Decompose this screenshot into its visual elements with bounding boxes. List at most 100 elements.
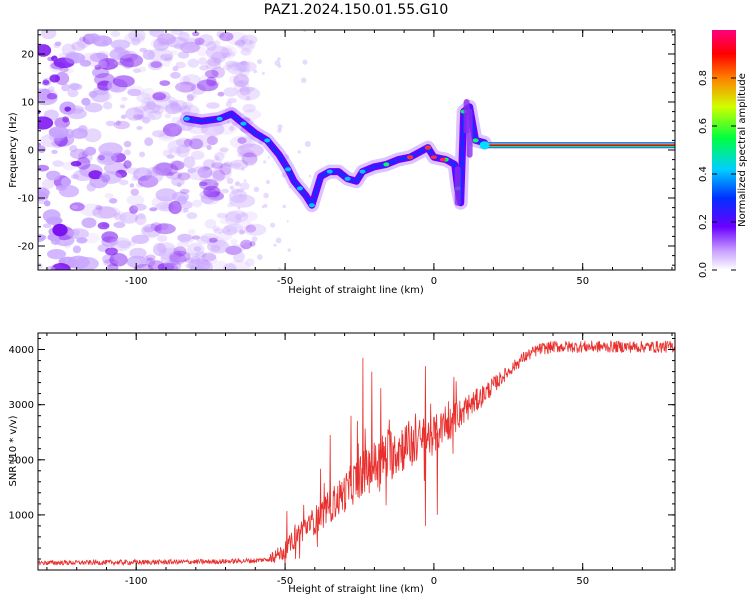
noise-dot — [273, 243, 277, 247]
noise-blob — [124, 32, 145, 45]
ridge-hotspot — [424, 145, 431, 150]
noise-blob — [125, 107, 144, 121]
noise-blob — [52, 223, 68, 237]
noise-blob — [241, 152, 258, 164]
noise-blob — [222, 52, 231, 58]
noise-dot — [226, 228, 231, 233]
noise-blob — [151, 91, 171, 102]
noise-dot — [245, 80, 249, 83]
noise-dot — [261, 71, 265, 75]
noise-dot — [275, 237, 282, 244]
noise-blob — [119, 53, 143, 68]
noise-dot — [242, 61, 249, 68]
y-tick-label: 4000 — [9, 345, 34, 356]
noise-blob — [109, 237, 132, 252]
noise-blob — [179, 75, 191, 86]
noise-dot — [225, 101, 232, 108]
noise-blob — [126, 255, 148, 269]
noise-blob — [183, 156, 196, 169]
spectrogram-x-tick-labels: -100 -50 0 50 — [125, 276, 589, 287]
noise-blob — [199, 190, 217, 200]
noise-blob — [225, 60, 239, 68]
noise-blob — [196, 79, 218, 92]
noise-blob — [119, 211, 139, 224]
noise-blob — [42, 179, 55, 189]
noise-blob — [152, 92, 167, 101]
noise-blob — [149, 30, 165, 38]
noise-blob — [175, 81, 196, 93]
noise-blob — [109, 253, 128, 267]
noise-blob — [136, 182, 144, 188]
noise-blob — [110, 39, 131, 50]
noise-blob — [128, 30, 146, 42]
noise-blob — [163, 260, 182, 270]
noise-blob — [186, 166, 212, 181]
noise-blob — [193, 246, 202, 252]
noise-blob — [168, 200, 182, 215]
noise-blob — [219, 147, 229, 153]
noise-blob — [143, 226, 155, 233]
noise-blob — [176, 195, 188, 205]
noise-blob — [214, 152, 225, 161]
noise-dot — [281, 172, 287, 178]
noise-blob — [43, 200, 51, 207]
noise-dot — [241, 167, 245, 171]
noise-blob — [173, 246, 187, 257]
noise-blob — [223, 263, 237, 270]
noise-blob — [123, 160, 132, 169]
noise-blob — [219, 218, 229, 225]
ridge-peak — [285, 167, 291, 172]
noise-blob — [206, 76, 217, 87]
noise-blob — [199, 179, 219, 191]
ridge-peak — [216, 116, 223, 121]
noise-blob — [54, 234, 75, 247]
noise-dot — [287, 248, 291, 252]
snr-y-tick-labels: 1000 2000 3000 4000 — [9, 345, 34, 521]
noise-blob — [213, 163, 225, 170]
noise-blob — [61, 43, 76, 56]
ridge-peak — [296, 186, 303, 191]
noise-blob — [169, 102, 181, 113]
ridge-hotspot — [439, 157, 446, 162]
x-tick-label: -100 — [125, 576, 148, 587]
noise-blob — [236, 188, 244, 193]
noise-blob — [101, 39, 108, 46]
noise-blob — [190, 150, 205, 160]
noise-blob — [189, 138, 204, 150]
noise-blob — [195, 260, 214, 270]
noise-blob — [46, 216, 63, 225]
noise-blob — [162, 123, 183, 137]
noise-blob — [113, 221, 126, 229]
noise-blob — [108, 198, 118, 204]
noise-blob — [206, 188, 217, 198]
noise-blob — [59, 67, 69, 73]
y-tick-label: -20 — [18, 242, 34, 253]
noise-blob — [192, 199, 203, 208]
noise-blob — [38, 145, 46, 153]
noise-blob — [131, 234, 150, 244]
noise-blob — [186, 36, 201, 48]
noise-blob — [71, 205, 79, 210]
spectrogram-axis-ticks — [38, 30, 675, 270]
noise-blob — [62, 116, 70, 123]
noise-blob — [120, 114, 127, 120]
noise-blob — [189, 134, 215, 148]
noise-blob — [245, 224, 257, 233]
spectrogram-y-tick-labels: -20 -10 0 10 20 — [18, 50, 34, 253]
noise-blob — [232, 251, 245, 263]
colorbar-tick-label: 0.8 — [698, 70, 709, 86]
noise-blob — [145, 254, 156, 261]
noise-blob — [231, 162, 242, 168]
noise-blob — [81, 97, 91, 106]
noise-dot — [303, 30, 307, 33]
x-tick-label: -50 — [277, 576, 293, 587]
noise-blob — [243, 223, 267, 236]
noise-blob — [151, 196, 173, 210]
noise-blob — [150, 61, 162, 68]
noise-dot — [286, 220, 289, 223]
y-tick-label: 1000 — [9, 510, 34, 521]
noise-dot — [238, 228, 245, 235]
noise-blob — [185, 263, 195, 269]
noise-blob — [204, 188, 220, 200]
noise-blob — [150, 38, 165, 48]
